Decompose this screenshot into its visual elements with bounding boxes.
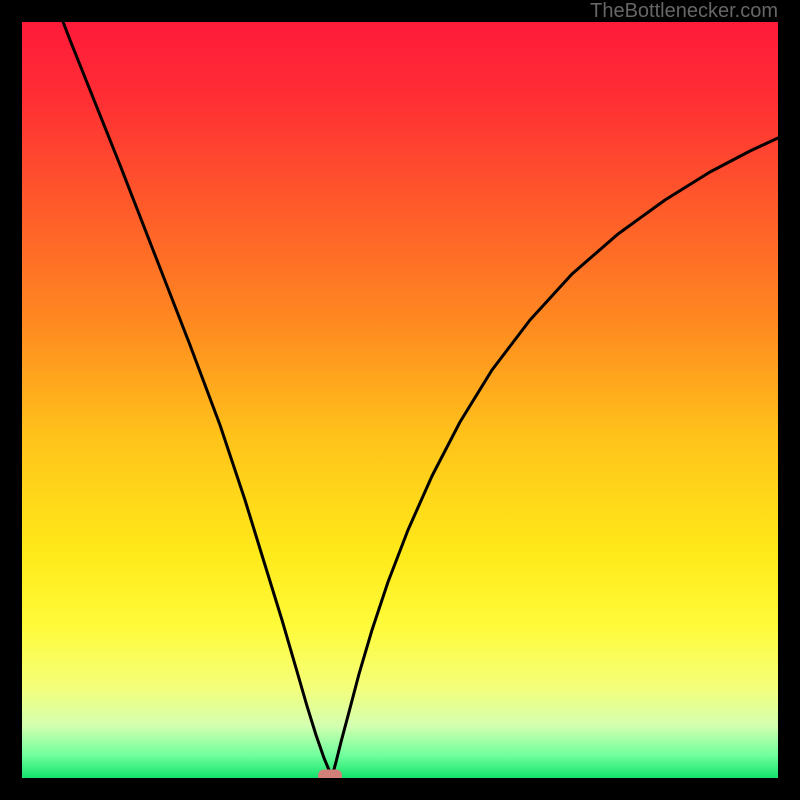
watermark-text: TheBottlenecker.com bbox=[590, 0, 778, 23]
chart-root: TheBottlenecker.com bbox=[0, 0, 800, 800]
chart-frame bbox=[0, 0, 800, 800]
